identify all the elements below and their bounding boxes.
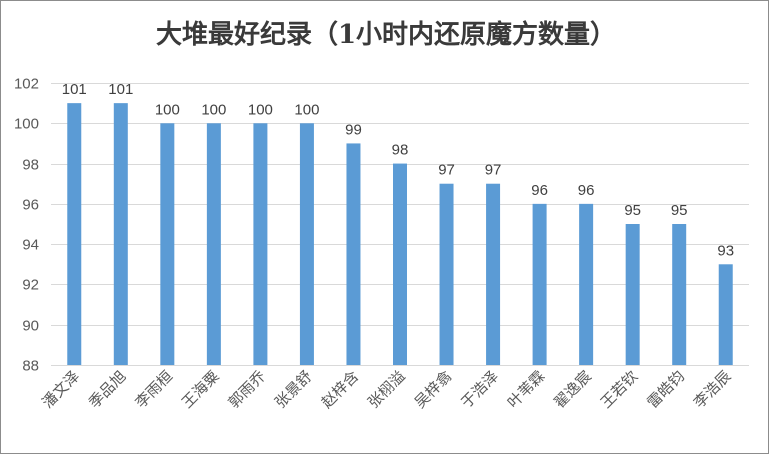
data-label: 93 <box>717 242 734 259</box>
y-tick-label: 88 <box>22 358 39 375</box>
bar <box>672 224 687 365</box>
category-label: 张栩溢 <box>364 367 409 412</box>
data-label: 100 <box>294 101 319 118</box>
category-label: 潘文泽 <box>39 367 84 412</box>
data-label: 96 <box>531 182 548 199</box>
category-label: 王若钦 <box>597 367 642 412</box>
data-label: 97 <box>485 162 502 179</box>
x-axis-categories: 潘文泽 季品旭 李雨桓 王海粟 郭雨乔 张景舒 赵梓含 张栩溢 吴梓翕 于浩泽 叶苇霖 翟逸宸 王若钦雷… <box>39 367 735 412</box>
bar <box>113 103 128 366</box>
y-tick-label: 92 <box>22 277 39 294</box>
y-axis-ticks: 88 90 92 94 96 98 100 102 <box>14 76 39 375</box>
bar <box>486 183 501 365</box>
bar <box>160 123 175 366</box>
bar <box>206 123 221 366</box>
data-label: 100 <box>201 101 226 118</box>
bar <box>67 103 82 366</box>
data-label: 101 <box>108 81 133 98</box>
bar <box>532 203 547 365</box>
bar <box>253 123 268 366</box>
data-label: 96 <box>578 182 595 199</box>
bar <box>579 203 594 365</box>
bar <box>718 264 733 365</box>
y-tick-label: 94 <box>22 237 39 254</box>
data-label: 100 <box>248 101 273 118</box>
category-label: 吴梓翕 <box>411 367 456 412</box>
bar <box>346 143 361 365</box>
category-label: 郭雨乔 <box>225 367 270 412</box>
category-label: 李雨桓 <box>132 367 177 412</box>
y-tick-label: 98 <box>22 157 39 174</box>
data-label: 100 <box>155 101 180 118</box>
bar <box>625 224 640 365</box>
bars <box>67 103 733 366</box>
category-label: 翟逸宸 <box>550 367 595 412</box>
y-tick-label: 90 <box>22 318 39 335</box>
category-label: 张景舒 <box>271 367 316 412</box>
data-label: 101 <box>62 81 87 98</box>
category-label: 叶苇霖 <box>504 367 549 412</box>
category-label: 于浩泽 <box>457 367 502 412</box>
category-label: 季品旭 <box>85 367 130 412</box>
y-tick-label: 102 <box>14 76 39 93</box>
category-label: 赵梓含 <box>318 367 363 412</box>
category-label: 雷皓钧 <box>643 367 688 412</box>
bar <box>393 163 407 365</box>
data-label: 99 <box>345 121 362 138</box>
data-label: 97 <box>438 162 455 179</box>
bar <box>439 183 454 365</box>
data-label: 95 <box>624 202 641 219</box>
category-label: 李浩辰 <box>690 367 735 412</box>
data-label: 98 <box>392 142 409 159</box>
data-label: 95 <box>671 202 688 219</box>
y-tick-label: 100 <box>14 116 39 133</box>
category-label: 王海粟 <box>178 367 223 412</box>
chart-title: 大堆最好纪录（1小时内还原魔方数量） <box>156 19 616 50</box>
data-labels: 101 101 100 100 100 100 99 98 97 97 96 96 95 95 93 <box>62 81 734 259</box>
bar <box>299 123 314 366</box>
y-tick-label: 96 <box>22 197 39 214</box>
